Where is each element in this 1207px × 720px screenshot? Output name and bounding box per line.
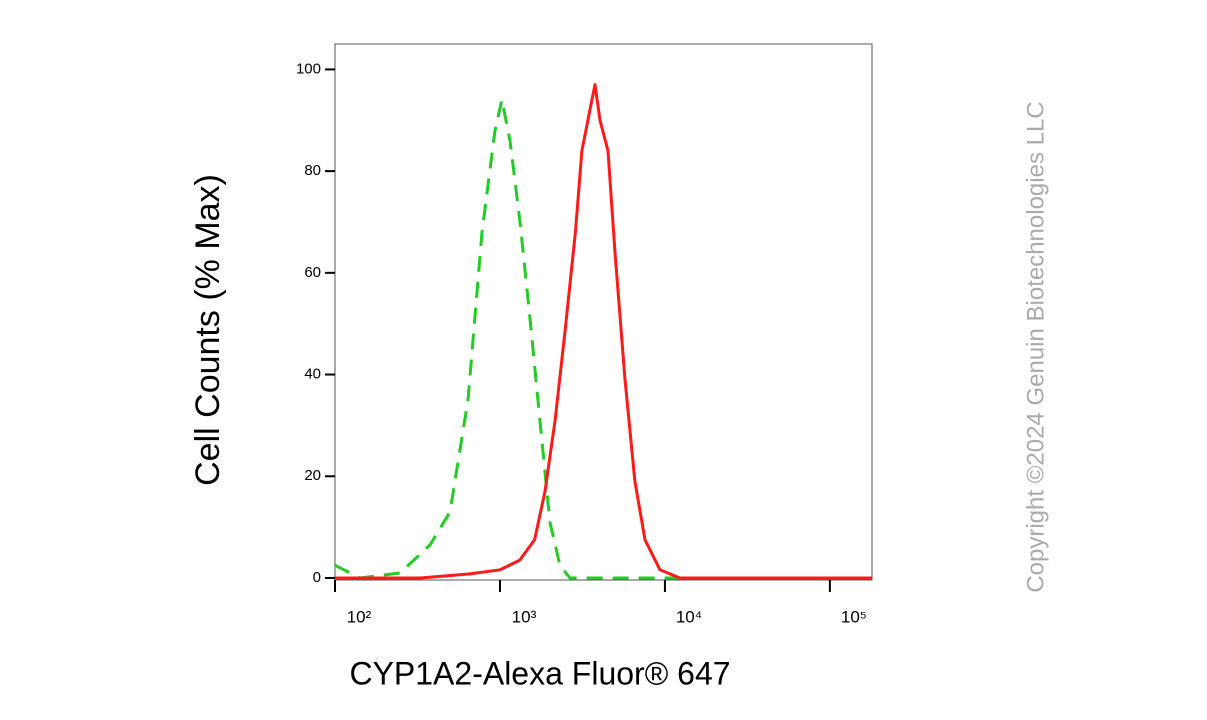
y-tick-label: 80 — [304, 162, 321, 179]
y-tick-label: 40 — [304, 366, 321, 383]
y-axis-label: Cell Counts (% Max) — [189, 174, 227, 486]
y-tick-label: 100 — [296, 60, 321, 77]
x-tick-label: 10² — [347, 607, 372, 626]
watermark: Copyright ©2024 Genuin Biotechnologies L… — [1022, 101, 1049, 592]
histogram-line — [334, 98, 872, 580]
y-tick-label: 60 — [304, 264, 321, 281]
histogram-line — [335, 83, 872, 580]
x-tick-label: 10³ — [512, 607, 537, 626]
x-tick-label: 10⁵ — [841, 607, 867, 626]
plot-frame — [334, 43, 873, 581]
y-tick-label: 0 — [313, 569, 321, 586]
x-axis-label: CYP1A2-Alexa Fluor® 647 — [349, 655, 730, 691]
x-tick-label: 10⁴ — [676, 607, 702, 626]
plot: 0 20 40 60 80 100 10² 10³ 10⁴ 10⁵ — [296, 60, 872, 626]
y-tick-label: 20 — [304, 467, 321, 484]
